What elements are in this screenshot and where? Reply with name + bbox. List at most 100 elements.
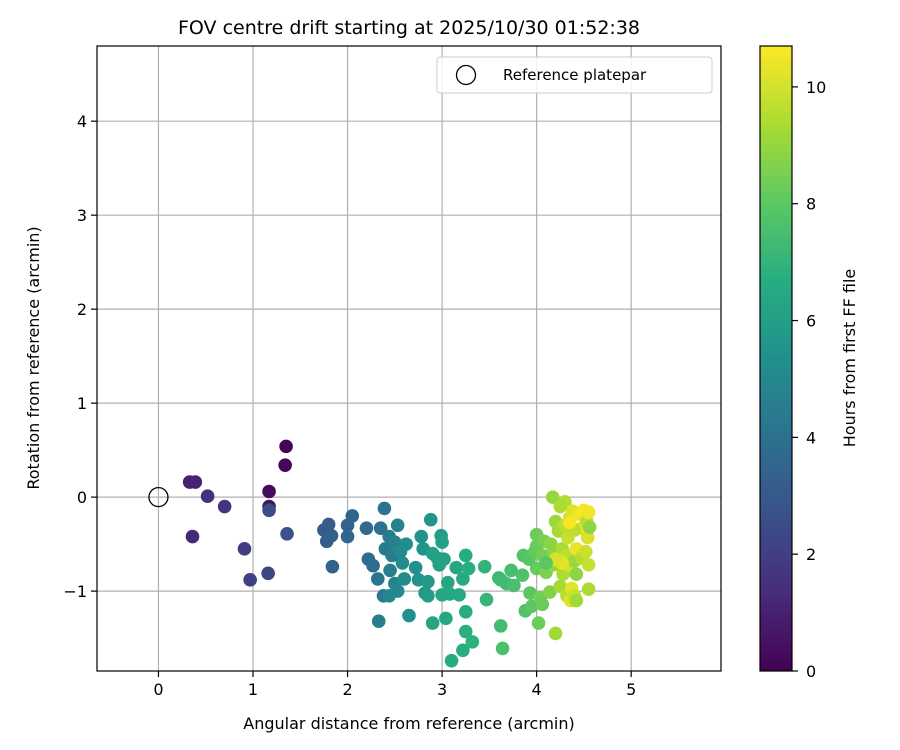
- y-tick-label: 2: [77, 300, 87, 319]
- data-point: [262, 503, 276, 518]
- data-point: [421, 574, 435, 589]
- data-point: [437, 552, 451, 566]
- data-point: [366, 558, 380, 573]
- data-point: [465, 635, 480, 649]
- legend-box: [436, 56, 713, 94]
- data-point: [569, 567, 584, 581]
- data-point: [458, 604, 473, 619]
- data-point: [321, 517, 336, 532]
- data-point: [340, 529, 355, 544]
- data-point: [580, 530, 595, 545]
- data-point: [217, 499, 232, 514]
- chart-title: FOV centre drift starting at 2025/10/30 …: [178, 17, 640, 39]
- data-point: [525, 599, 539, 613]
- colorbar-tick-label: 4: [806, 428, 816, 447]
- data-point: [504, 563, 518, 578]
- data-point: [477, 559, 492, 574]
- data-point: [280, 526, 294, 541]
- data-point: [237, 542, 252, 556]
- colorbar-label: Hours from first FF file: [840, 269, 859, 448]
- legend-label: Reference platepar: [503, 66, 647, 84]
- data-point: [493, 619, 508, 633]
- data-point: [200, 489, 215, 503]
- data-point: [523, 586, 537, 600]
- x-tick-label: 3: [437, 680, 447, 699]
- data-point: [543, 585, 557, 599]
- data-point: [402, 608, 416, 623]
- legend: Reference platepar: [436, 56, 713, 94]
- data-point: [359, 521, 374, 535]
- colorbar-tick-label: 6: [806, 312, 816, 331]
- data-point: [390, 518, 405, 533]
- data-point: [562, 515, 577, 530]
- data-point: [539, 556, 553, 570]
- y-tick-label: 4: [77, 112, 87, 131]
- data-point: [423, 512, 438, 527]
- data-point: [548, 626, 563, 641]
- data-point: [449, 560, 464, 575]
- colorbar-tick-label: 8: [806, 195, 816, 214]
- data-point: [399, 537, 413, 551]
- data-point: [479, 592, 494, 607]
- x-tick-label: 4: [532, 680, 542, 699]
- plot-area: 0 1 2 3 4 5 −1 0 1 2 3 4 Reference platepar: [63, 45, 722, 699]
- data-point: [188, 475, 203, 489]
- data-point: [324, 528, 339, 543]
- data-point: [371, 614, 386, 628]
- data-point: [425, 616, 440, 630]
- data-point: [421, 589, 435, 603]
- data-point: [439, 611, 453, 626]
- data-points: [182, 439, 597, 668]
- data-point: [243, 573, 257, 587]
- plot-frame: [96, 45, 722, 672]
- data-point: [507, 578, 521, 593]
- colorbar-tick-label: 0: [806, 662, 816, 681]
- data-point: [185, 529, 200, 544]
- data-point: [262, 484, 276, 499]
- data-point: [414, 529, 429, 544]
- x-tick-label: 5: [626, 680, 636, 699]
- data-point: [581, 505, 596, 519]
- data-point: [456, 572, 470, 586]
- data-point: [553, 499, 568, 514]
- y-tick-label: 3: [77, 206, 87, 225]
- colorbar-gradient: [760, 46, 792, 671]
- data-point: [440, 575, 455, 590]
- y-axis-label: Rotation from reference (arcmin): [24, 226, 43, 489]
- colorbar-tick-label: 2: [806, 545, 816, 564]
- data-point: [456, 643, 470, 658]
- x-axis-ticks: 0 1 2 3 4 5: [153, 671, 636, 699]
- data-point: [261, 566, 275, 581]
- data-point: [373, 521, 388, 535]
- data-point: [461, 561, 476, 576]
- data-point: [535, 597, 550, 612]
- reference-point: [148, 486, 169, 508]
- x-tick-label: 0: [153, 680, 163, 699]
- colorbar-ticks: 0 2 4 6 8 10: [792, 78, 826, 681]
- y-axis-ticks: −1 0 1 2 3 4: [63, 112, 97, 601]
- data-point: [444, 653, 459, 668]
- colorbar-frame: [759, 45, 793, 672]
- data-point: [325, 559, 340, 574]
- y-tick-label: −1: [63, 582, 87, 601]
- data-point: [531, 616, 546, 630]
- data-point: [435, 535, 449, 550]
- data-point: [582, 520, 597, 535]
- data-point: [545, 490, 560, 504]
- x-axis-label: Angular distance from reference (arcmin): [243, 714, 574, 733]
- data-point: [397, 572, 412, 586]
- data-point: [458, 548, 473, 563]
- y-tick-label: 1: [77, 394, 87, 413]
- data-point: [377, 501, 392, 516]
- data-point: [581, 582, 596, 597]
- data-point: [579, 544, 593, 559]
- colorbar-tick-label: 10: [806, 78, 826, 97]
- data-point: [408, 560, 423, 575]
- data-point: [371, 572, 385, 586]
- legend-marker: [455, 64, 477, 86]
- x-tick-label: 1: [248, 680, 258, 699]
- data-point: [458, 624, 473, 639]
- data-point: [383, 563, 397, 578]
- data-point: [278, 458, 292, 472]
